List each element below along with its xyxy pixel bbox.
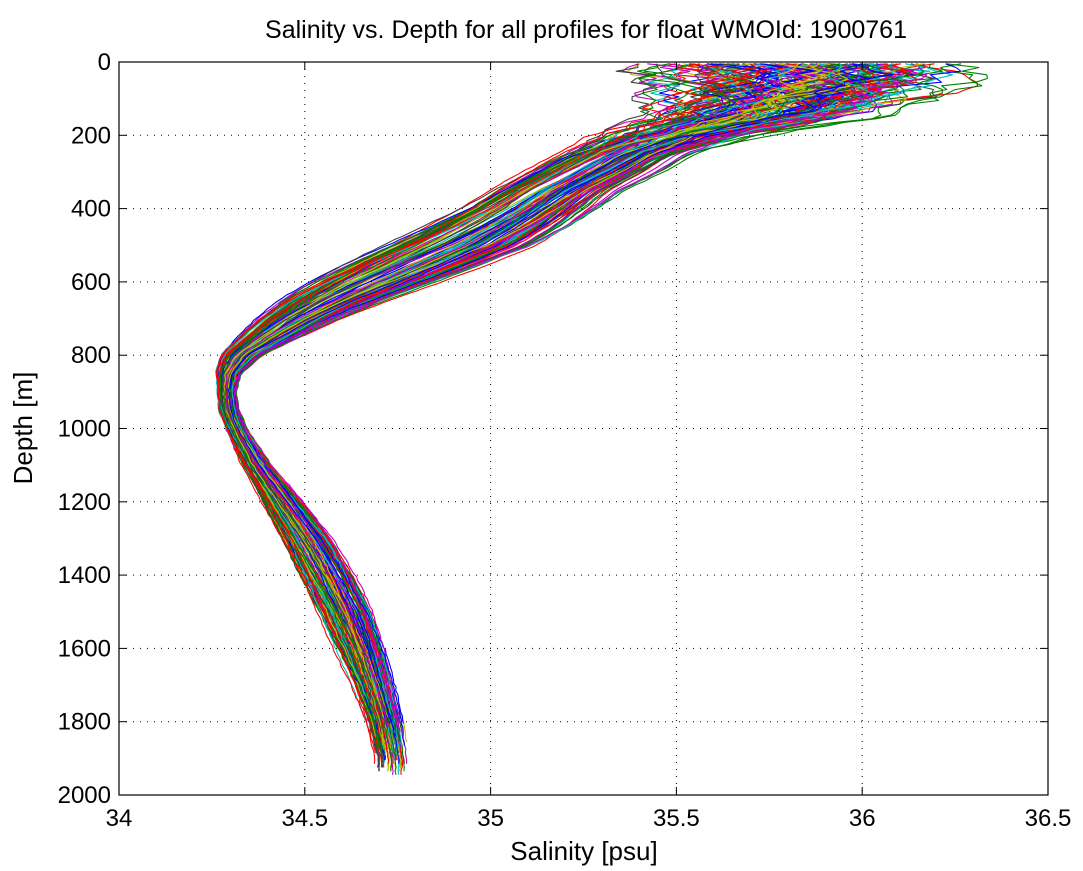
x-tick-label-2: 35 [477,805,504,832]
y-tick-label-0: 0 [98,49,111,76]
x-axis-label: Salinity [psu] [510,836,657,866]
profile-line-118 [229,63,848,743]
profile-line-137 [225,63,834,728]
profile-line-146 [221,63,733,735]
y-tick-label-1: 200 [71,122,111,149]
y-axis-label: Depth [m] [8,372,38,485]
x-tick-label-0: 34 [106,805,133,832]
y-tick-labels: 0 200 400 600 800 1000 1200 1400 1600 1800 2000 [58,49,111,809]
y-tick-label-8: 1600 [58,635,111,662]
profile-line-147 [227,63,871,724]
x-tick-label-5: 36.5 [1025,805,1072,832]
x-tick-label-1: 34.5 [281,805,328,832]
profile-line-140 [233,63,894,746]
y-tick-label-9: 1800 [58,709,111,736]
profile-line-148 [222,63,738,772]
x-tick-label-4: 36 [849,805,876,832]
y-tick-label-5: 1000 [58,416,111,443]
y-tick-label-3: 600 [71,269,111,296]
x-tick-label-3: 35.5 [653,805,700,832]
y-tick-label-4: 800 [71,342,111,369]
profile-lines [215,63,988,775]
y-tick-label-7: 1400 [58,562,111,589]
y-tick-label-6: 1200 [58,489,111,516]
y-tick-label-2: 400 [71,196,111,223]
x-tick-labels: 34 34.5 35 35.5 36 36.5 [106,805,1072,832]
profile-line-149 [215,63,738,768]
axis-ticks [118,61,1049,796]
chart-title: Salinity vs. Depth for all profiles for … [265,16,907,44]
y-tick-label-10: 2000 [58,782,111,809]
profile-line-139 [226,63,895,724]
profile-line-141 [219,63,660,761]
profile-line-135 [225,63,917,728]
